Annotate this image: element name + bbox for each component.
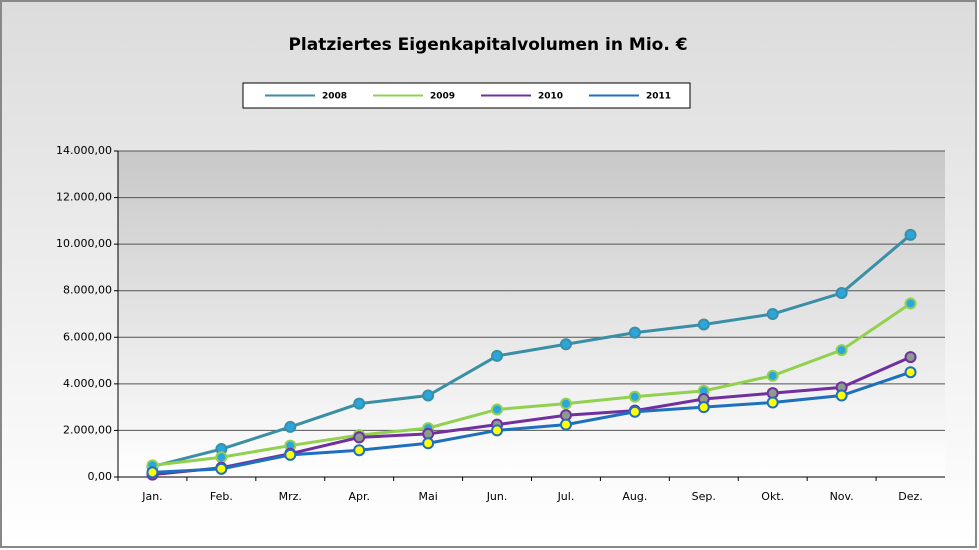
point (215, 451, 228, 464)
point (215, 462, 228, 475)
point (835, 287, 848, 300)
point (284, 420, 297, 433)
x-tick-label: Apr. (348, 490, 370, 503)
y-tick-label: 10.000,00 (56, 237, 112, 250)
legend-label: 2011 (646, 92, 671, 102)
y-tick-label: 2.000,00 (63, 423, 112, 436)
x-tick-label: Jan. (141, 490, 162, 503)
point (559, 397, 572, 410)
point (491, 424, 504, 437)
point (559, 418, 572, 431)
point (422, 389, 435, 402)
y-tick-label: 14.000,00 (56, 144, 112, 157)
legend-label: 2008 (322, 92, 347, 102)
point (491, 403, 504, 416)
y-tick-label: 6.000,00 (63, 330, 112, 343)
point (284, 448, 297, 461)
legend-label: 2010 (538, 92, 563, 102)
chart-title: Platziertes Eigenkapitalvolumen in Mio. … (288, 35, 687, 55)
point (835, 389, 848, 402)
point (353, 431, 366, 444)
point (146, 466, 159, 479)
x-tick-label: Mrz. (279, 490, 302, 503)
x-tick-label: Dez. (898, 490, 923, 503)
x-tick-label: Feb. (210, 490, 233, 503)
point (628, 405, 641, 418)
point (835, 344, 848, 357)
x-tick-label: Aug. (622, 490, 647, 503)
x-tick-label: Nov. (830, 490, 854, 503)
point (904, 351, 917, 364)
x-tick-label: Okt. (761, 490, 784, 503)
point (766, 308, 779, 320)
point (904, 297, 917, 310)
y-tick-label: 12.000,00 (56, 191, 112, 204)
point (766, 396, 779, 409)
y-tick-label: 8.000,00 (63, 284, 112, 297)
x-tick-label: Sep. (692, 490, 716, 503)
y-tick-label: 4.000,00 (63, 377, 112, 390)
plot-area (118, 151, 945, 477)
point (422, 437, 435, 450)
point (353, 397, 366, 410)
x-tick-label: Jul. (557, 490, 575, 503)
point (353, 444, 366, 457)
point (559, 338, 572, 351)
point (904, 228, 917, 241)
legend-label: 2009 (430, 92, 455, 102)
series-line (152, 370, 912, 474)
point (697, 318, 710, 331)
x-tick-label: Jun. (486, 490, 508, 503)
series-line (152, 233, 912, 468)
point (491, 349, 504, 362)
point (628, 390, 641, 403)
y-tick-label: 0,00 (88, 470, 113, 483)
point (766, 369, 779, 382)
point (904, 366, 917, 379)
x-tick-label: Mai (418, 490, 437, 503)
point (697, 401, 710, 414)
series-line (152, 302, 912, 467)
point (628, 326, 641, 339)
